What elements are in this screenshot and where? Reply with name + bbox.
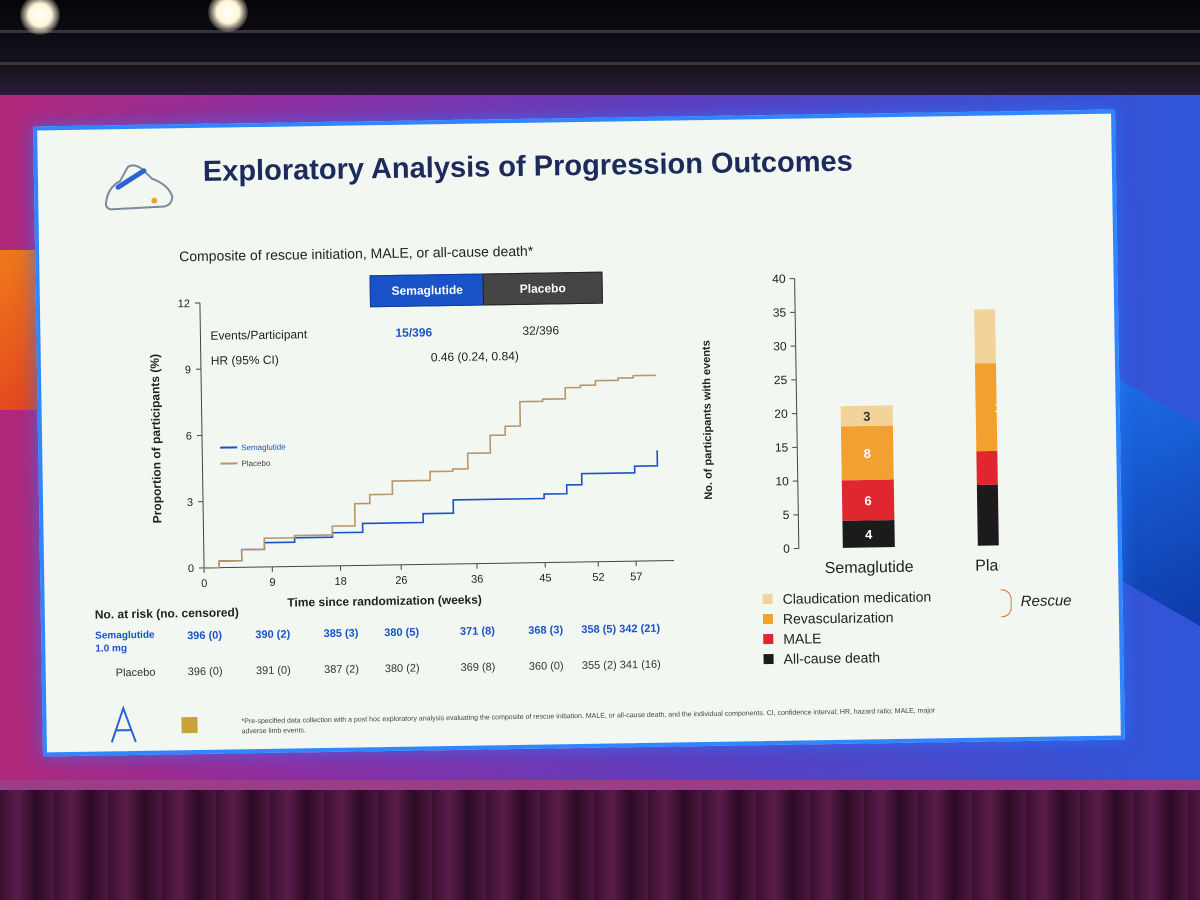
km-x-tick-label: 45 bbox=[539, 572, 551, 584]
legend-claudication-label: Claudication medication bbox=[782, 588, 932, 607]
km-x-tick-label: 18 bbox=[335, 576, 347, 588]
risk-cell-semaglutide: 358 (5) bbox=[581, 623, 617, 636]
risk-cell-placebo: 396 (0) bbox=[187, 665, 223, 679]
bar-value-label: 4 bbox=[865, 527, 873, 542]
bar-y-tick-label: 20 bbox=[774, 407, 788, 421]
slide-footnote: *Pre-specified data collection with a po… bbox=[241, 707, 936, 736]
risk-cell-semaglutide: 342 (21) bbox=[619, 622, 661, 636]
bar-value-label: 13 bbox=[994, 400, 999, 415]
km-x-tick-label: 57 bbox=[630, 571, 642, 583]
rescue-brace bbox=[1000, 589, 1012, 618]
legend-claudication: Claudication medication bbox=[762, 588, 932, 607]
legend-death-label: All-cause death bbox=[783, 649, 881, 667]
chart-subtitle: Composite of rescue initiation, MALE, or… bbox=[179, 242, 534, 265]
venue-ceiling bbox=[0, 0, 1200, 95]
legend-death: All-cause death bbox=[763, 649, 880, 667]
risk-cell-placebo: 387 (2) bbox=[324, 663, 360, 677]
institution-logos bbox=[110, 705, 198, 743]
bar-y-tick-label: 10 bbox=[775, 474, 789, 488]
stage-spotlight bbox=[208, 0, 248, 32]
death-swatch bbox=[763, 653, 774, 665]
bar-value-label: 8 bbox=[864, 446, 871, 461]
risk-cell-placebo: 369 (8) bbox=[460, 661, 496, 674]
bar-y-tick-label: 5 bbox=[783, 508, 790, 522]
risk-cell-placebo: 360 (0) bbox=[528, 660, 564, 673]
risk-table-title: No. at risk (no. censored) bbox=[94, 605, 239, 622]
km-line-legend: Semaglutide Placebo bbox=[220, 443, 286, 468]
km-x-tick-label: 52 bbox=[592, 572, 604, 584]
legend-revascularization-label: Revascularization bbox=[782, 609, 894, 627]
revascularization-swatch bbox=[762, 613, 774, 625]
placebo-line-label: Placebo bbox=[241, 459, 271, 468]
bar-value-label: 3 bbox=[863, 409, 870, 424]
rescue-label: Rescue bbox=[1020, 592, 1072, 611]
risk-cell-semaglutide: 380 (5) bbox=[384, 626, 420, 640]
km-x-tick-label: 0 bbox=[201, 578, 207, 590]
bar-y-tick-label: 35 bbox=[773, 305, 787, 319]
claudication-swatch bbox=[762, 593, 773, 605]
km-y-tick-label: 9 bbox=[185, 364, 191, 376]
bar-segment-male bbox=[976, 450, 1000, 486]
bar-y-tick-label: 0 bbox=[783, 542, 790, 556]
risk-cell-placebo: 380 (2) bbox=[384, 662, 420, 676]
legend-male-label: MALE bbox=[783, 630, 822, 647]
shoe-icon bbox=[104, 164, 174, 211]
risk-cell-semaglutide: 368 (3) bbox=[528, 624, 564, 637]
risk-cell-placebo: 355 (2) bbox=[581, 659, 617, 672]
bar-segment-revascularization bbox=[974, 362, 1000, 452]
stage-spotlight bbox=[20, 0, 60, 35]
bar-segment-claudication-medication bbox=[974, 308, 1000, 364]
bar-category-label: Semaglutide bbox=[825, 559, 914, 577]
bar-category-label: Placebo bbox=[975, 557, 999, 575]
bar-y-tick-label: 25 bbox=[774, 373, 788, 387]
presentation-slide: Exploratory Analysis of Progression Outc… bbox=[33, 109, 1125, 757]
risk-row-label-semaglutide: Semaglutide 1.0 mg bbox=[95, 629, 155, 655]
bar-segment-revascularization bbox=[840, 425, 894, 481]
cpc-logo-mark bbox=[110, 705, 137, 743]
bar-y-axis-label: No. of participants with events bbox=[701, 340, 716, 500]
km-x-axis bbox=[204, 560, 675, 569]
placebo-km-line bbox=[204, 374, 656, 569]
stage-curtain bbox=[0, 790, 1200, 900]
semaglutide-km-line bbox=[204, 450, 659, 569]
university-seal-icon bbox=[181, 717, 198, 734]
risk-cell-semaglutide: 396 (0) bbox=[187, 629, 223, 643]
risk-cell-semaglutide: 371 (8) bbox=[459, 625, 495, 638]
bar-y-tick-label: 15 bbox=[775, 440, 789, 454]
bar-y-tick-label: 30 bbox=[773, 339, 787, 353]
bar-value-label: 5 bbox=[999, 461, 1000, 476]
bar-segment-all-cause-death bbox=[976, 484, 1000, 546]
bar-segment-claudication-medication bbox=[840, 405, 893, 427]
km-y-axis-label: Proportion of participants (%) bbox=[148, 354, 165, 524]
km-x-axis-label: Time since randomization (weeks) bbox=[287, 593, 482, 610]
km-x-tick-label: 36 bbox=[471, 574, 483, 586]
bar-value-label: 6 bbox=[864, 493, 871, 508]
slide-title: Exploratory Analysis of Progression Outc… bbox=[202, 145, 854, 188]
bar-segment-male bbox=[841, 479, 895, 521]
risk-cell-semaglutide: 390 (2) bbox=[255, 628, 291, 642]
stage-edge bbox=[0, 780, 1200, 792]
km-y-tick-label: 0 bbox=[188, 563, 194, 575]
male-swatch bbox=[763, 633, 774, 645]
risk-cell-placebo: 341 (16) bbox=[619, 658, 661, 672]
risk-row-label-placebo: Placebo bbox=[115, 666, 156, 680]
km-x-tick-label: 26 bbox=[395, 575, 407, 587]
risk-cell-semaglutide: 385 (3) bbox=[323, 627, 359, 641]
km-x-tick-label: 9 bbox=[269, 577, 275, 589]
lighting-truss bbox=[0, 62, 1200, 65]
bar-y-tick-label: 40 bbox=[772, 272, 786, 286]
km-y-tick-label: 12 bbox=[178, 298, 190, 310]
legend-revascularization: Revascularization bbox=[762, 609, 894, 627]
bar-value-label: 8 bbox=[997, 329, 1000, 344]
lighting-truss bbox=[0, 30, 1200, 33]
semaglutide-line-label: Semaglutide bbox=[241, 443, 286, 453]
legend-male: MALE bbox=[763, 630, 822, 647]
km-y-tick-label: 3 bbox=[187, 497, 193, 509]
bar-segment-all-cause-death bbox=[842, 520, 895, 548]
km-y-tick-label: 6 bbox=[186, 431, 192, 443]
risk-cell-placebo: 391 (0) bbox=[255, 664, 291, 678]
stage-decor-stripe bbox=[1110, 374, 1200, 626]
